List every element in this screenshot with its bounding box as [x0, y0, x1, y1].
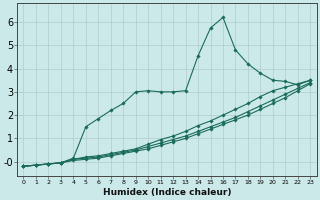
X-axis label: Humidex (Indice chaleur): Humidex (Indice chaleur)	[103, 188, 231, 197]
